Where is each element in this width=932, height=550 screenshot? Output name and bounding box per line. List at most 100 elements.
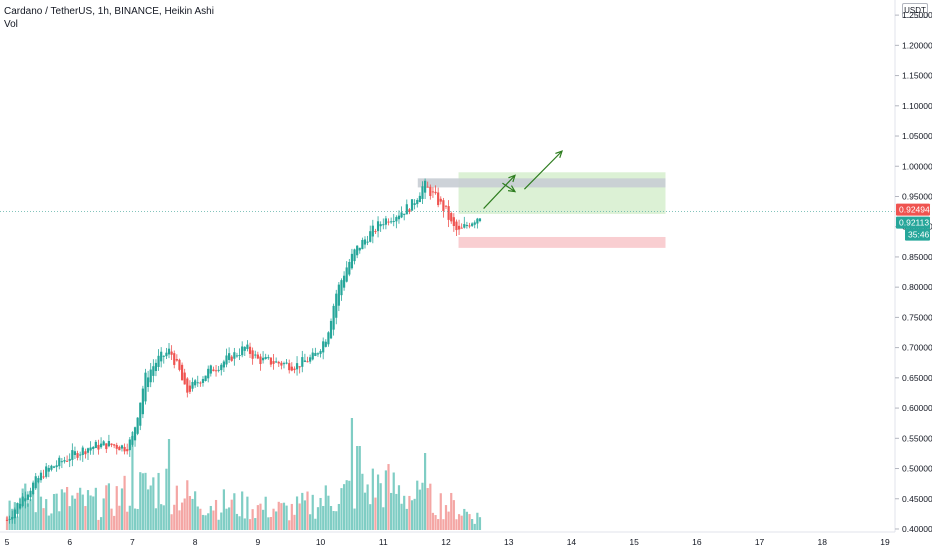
volume-bar bbox=[369, 504, 372, 530]
volume-bar bbox=[37, 481, 40, 530]
volume-bar bbox=[452, 500, 455, 530]
time-tick-label: 15 bbox=[629, 537, 639, 547]
candle-body bbox=[280, 362, 283, 366]
volume-bar bbox=[113, 515, 116, 530]
volume-bar bbox=[94, 487, 97, 530]
volume-bar bbox=[115, 486, 118, 530]
price-axis[interactable]: 0.40000 0.45000 0.50000 0.55000 0.60000 0.650… bbox=[895, 10, 932, 534]
volume-bar bbox=[186, 480, 189, 530]
volume-bar bbox=[376, 474, 380, 530]
candle-body bbox=[363, 239, 367, 245]
volume-bar bbox=[160, 504, 163, 530]
volume-bar bbox=[55, 493, 58, 530]
candle-body bbox=[261, 357, 265, 361]
candle-body bbox=[390, 221, 393, 223]
candle-body bbox=[434, 191, 437, 194]
candle-body bbox=[329, 320, 333, 339]
volume-bar bbox=[280, 503, 283, 530]
volume-bar bbox=[298, 503, 301, 530]
candle-body bbox=[66, 460, 69, 462]
candle-body bbox=[102, 441, 105, 446]
candle-body bbox=[183, 372, 186, 385]
volume-bar bbox=[209, 505, 212, 530]
candle-body bbox=[429, 186, 432, 196]
volume-bar bbox=[267, 517, 270, 530]
volume-bar bbox=[397, 485, 401, 530]
time-tick-label: 17 bbox=[755, 537, 765, 547]
volume-bar bbox=[71, 495, 74, 530]
time-tick-label: 14 bbox=[567, 537, 577, 547]
candle-body bbox=[204, 375, 207, 381]
volume-bar bbox=[275, 511, 278, 530]
time-tick-label: 11 bbox=[379, 537, 388, 547]
candle-body bbox=[243, 347, 246, 351]
candle-body bbox=[468, 225, 471, 227]
candle-body bbox=[209, 365, 212, 374]
volume-bar bbox=[222, 489, 225, 530]
candle-body bbox=[191, 381, 194, 389]
candle-body bbox=[105, 443, 108, 450]
candle-body bbox=[450, 213, 453, 222]
candle-body bbox=[248, 346, 252, 354]
price-tags: 0.92494 0.92113 35:46 bbox=[896, 203, 930, 241]
volume-bar bbox=[21, 488, 24, 530]
candle-body bbox=[471, 223, 474, 226]
candle-body bbox=[68, 458, 71, 461]
volume-bar bbox=[157, 472, 160, 530]
volume-bar bbox=[348, 480, 351, 530]
candle-body bbox=[167, 348, 171, 355]
candle-body bbox=[382, 224, 385, 226]
volume-bar bbox=[301, 492, 304, 530]
candle-body bbox=[327, 332, 330, 345]
volume-bar bbox=[152, 477, 155, 530]
candle-body bbox=[379, 224, 382, 227]
candle-body bbox=[73, 451, 77, 455]
price-tick-label: 1.10000 bbox=[902, 101, 932, 111]
volume-bar bbox=[243, 518, 246, 530]
candle-body bbox=[447, 206, 450, 220]
candle-body bbox=[439, 198, 442, 202]
volume-bar bbox=[356, 446, 359, 530]
volume-bar bbox=[52, 494, 56, 530]
volume-bar bbox=[361, 473, 364, 530]
price-tick-label: 0.60000 bbox=[902, 403, 932, 413]
volume-label: Vol bbox=[4, 19, 18, 30]
volume-bar bbox=[8, 500, 11, 530]
volume-bar bbox=[374, 497, 377, 530]
volume-bar bbox=[259, 503, 262, 530]
candle-body bbox=[264, 357, 267, 360]
candle-body bbox=[350, 253, 354, 269]
candles bbox=[5, 178, 482, 524]
time-tick-label: 6 bbox=[67, 537, 72, 547]
volume-bar bbox=[196, 506, 199, 530]
candle-body bbox=[241, 346, 244, 356]
candle-body bbox=[345, 267, 348, 282]
volume-bar bbox=[282, 502, 286, 530]
candle-body bbox=[199, 382, 202, 384]
price-tick-label: 1.05000 bbox=[902, 131, 932, 141]
time-axis[interactable]: 5 6 7 8 9 10 11 12 13 14 15 16 17 18 19 bbox=[5, 537, 890, 547]
volume-bar bbox=[309, 514, 312, 530]
candle-body bbox=[58, 457, 61, 467]
candle-body bbox=[186, 378, 189, 393]
candle-body bbox=[392, 221, 395, 223]
candle-body bbox=[290, 366, 293, 371]
volume-bar bbox=[63, 492, 66, 530]
volume-bar bbox=[34, 512, 37, 530]
volume-bar bbox=[66, 486, 69, 530]
candle-body bbox=[400, 212, 403, 218]
candle-body bbox=[348, 262, 351, 275]
volume-bar bbox=[128, 505, 131, 530]
volume-bar bbox=[314, 518, 317, 530]
volume-bar bbox=[403, 495, 406, 530]
volume-bar bbox=[476, 512, 479, 530]
volume-bar bbox=[450, 492, 453, 530]
volume-bar bbox=[405, 508, 408, 530]
candle-body bbox=[230, 356, 233, 361]
volume-bar bbox=[110, 508, 113, 530]
currency-button[interactable]: USDT bbox=[902, 3, 928, 18]
candle-body bbox=[81, 447, 84, 455]
candle-body bbox=[175, 359, 178, 361]
volume-bar bbox=[230, 499, 233, 530]
